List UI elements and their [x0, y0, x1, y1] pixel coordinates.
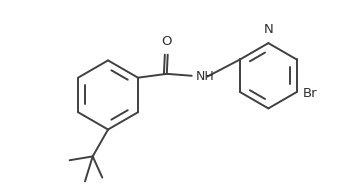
- Text: N: N: [264, 23, 273, 36]
- Text: O: O: [161, 35, 172, 48]
- Text: NH: NH: [195, 70, 214, 83]
- Text: Br: Br: [302, 86, 317, 99]
